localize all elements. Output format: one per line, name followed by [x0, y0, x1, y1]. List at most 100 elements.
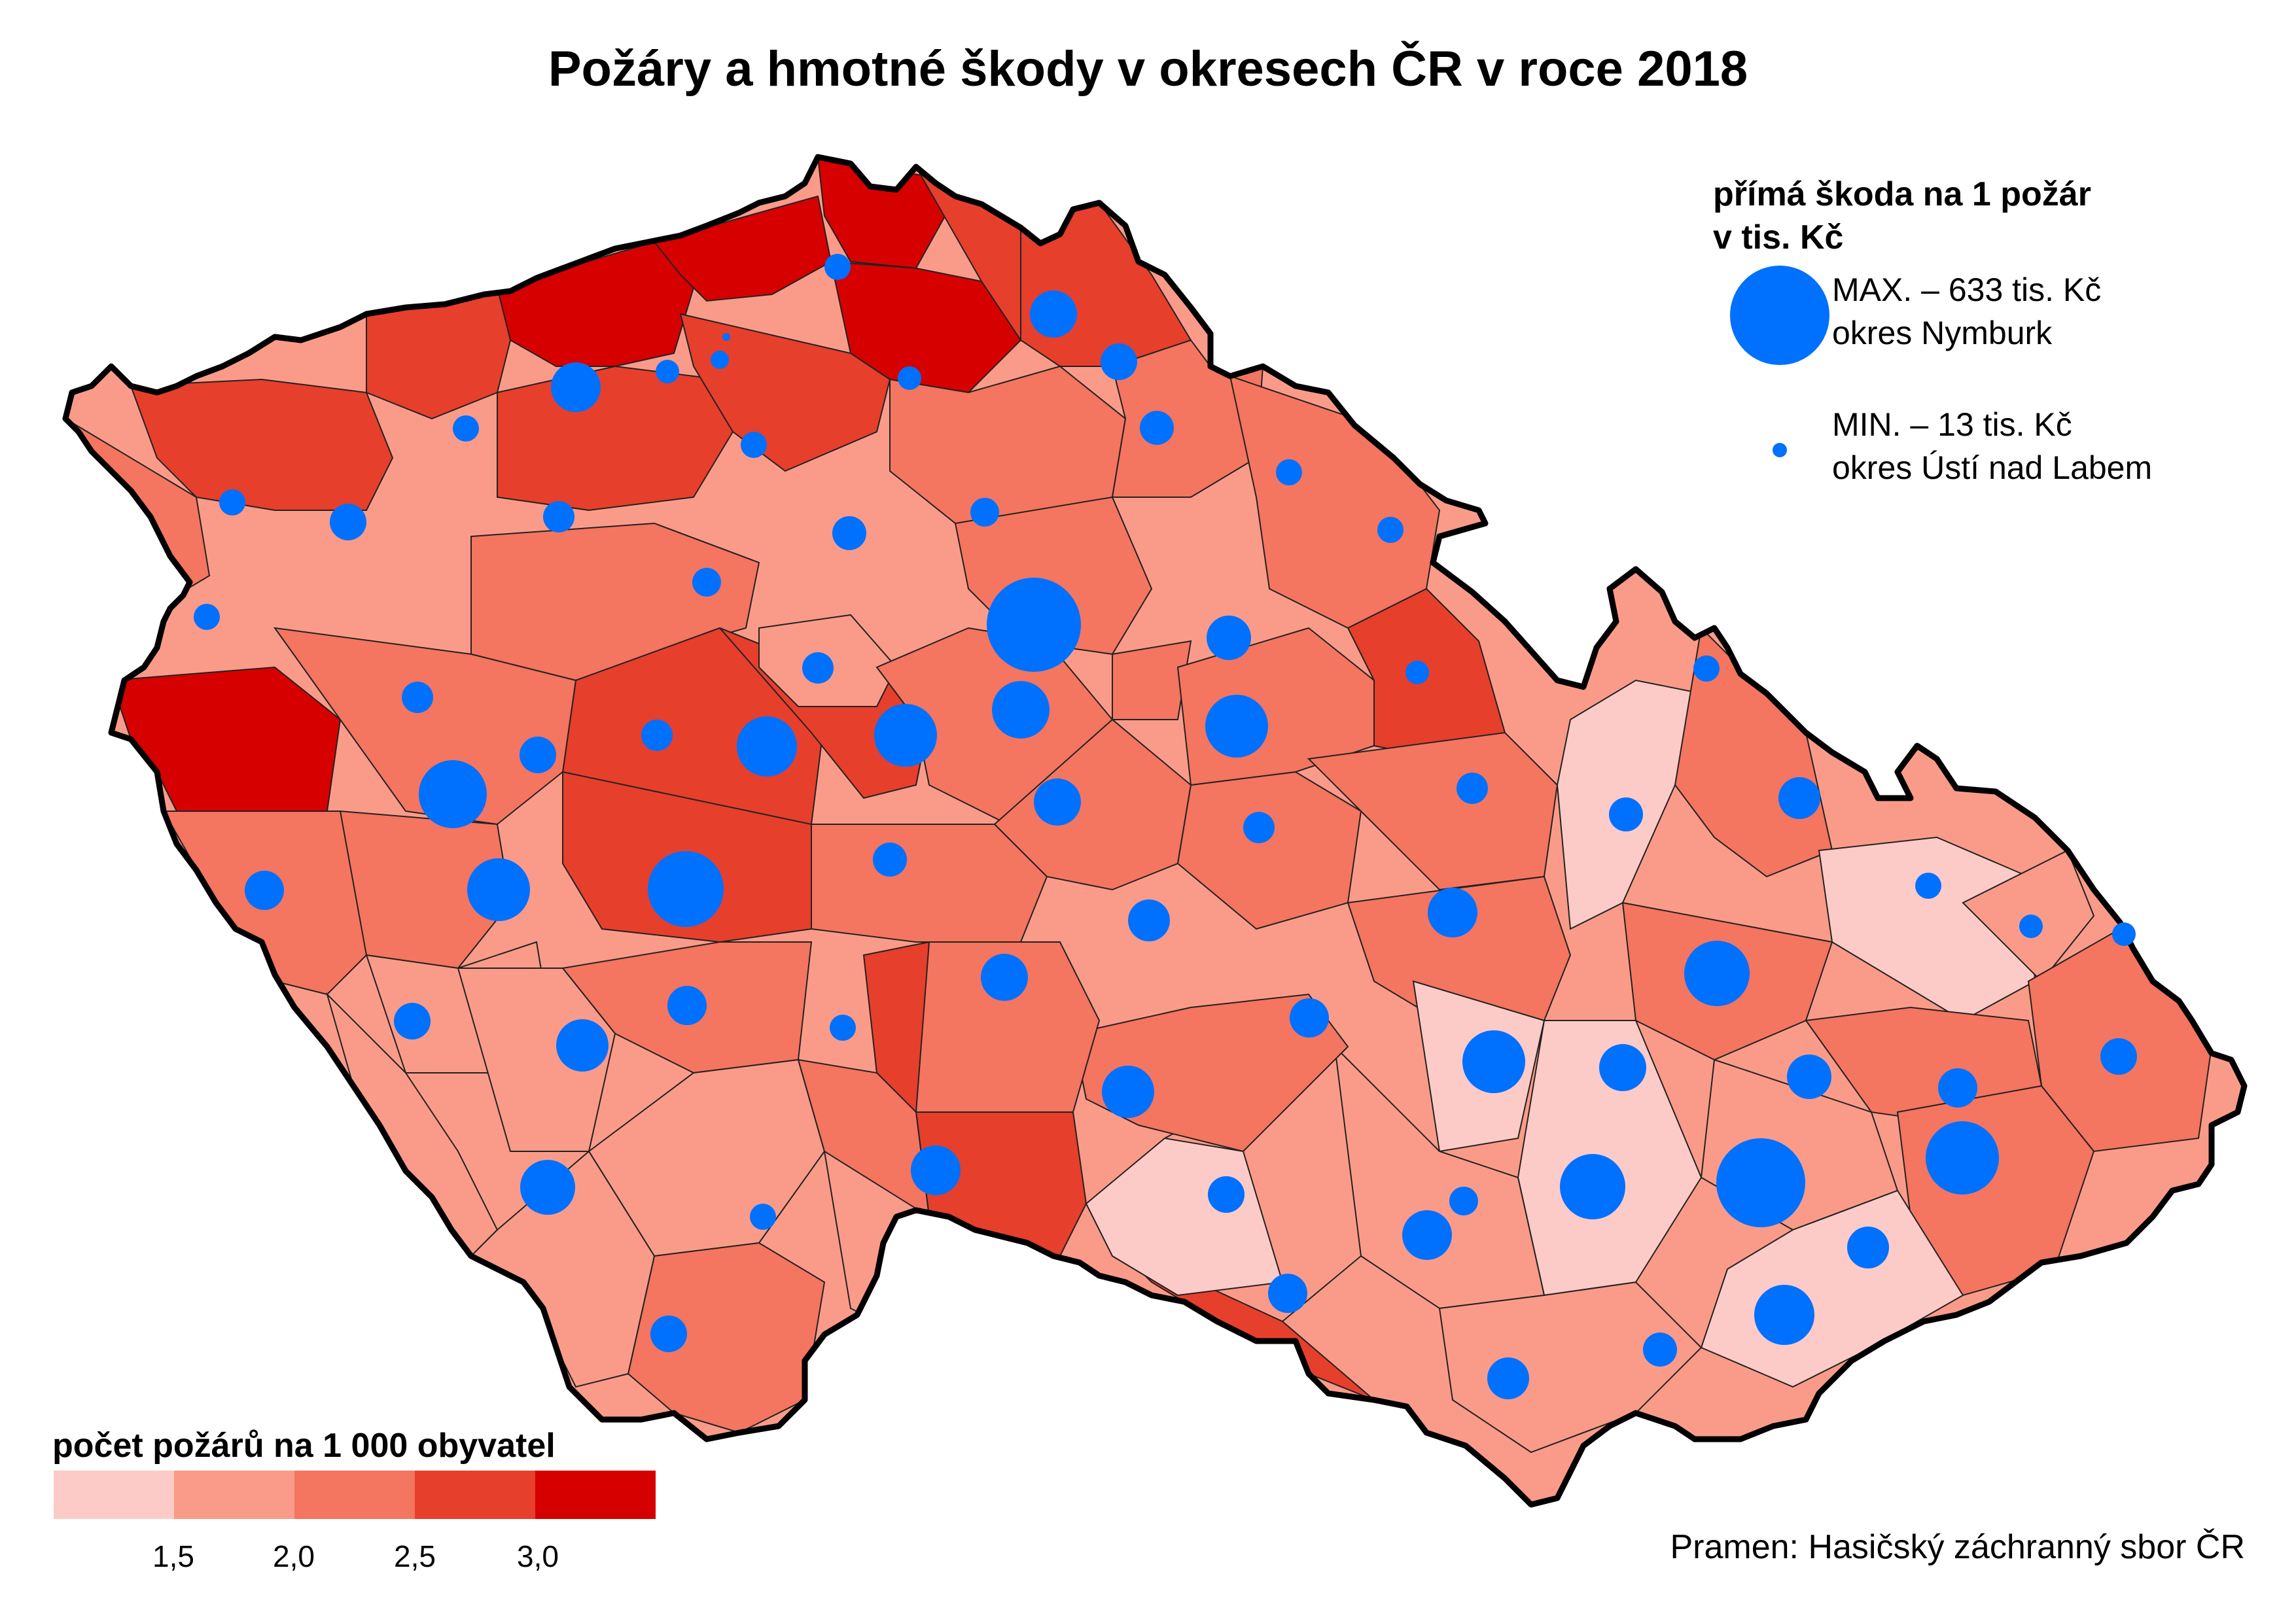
damage-symbol-3 — [722, 333, 730, 341]
size-legend-min-label: MIN. – 13 tis. Kč okres Ústí nad Labem — [1832, 403, 2152, 489]
damage-symbol-36 — [1778, 777, 1820, 819]
damage-symbol-70 — [1847, 1227, 1889, 1268]
damage-symbol-47 — [467, 858, 530, 921]
district-49 — [1438, 1281, 1703, 1454]
damage-symbol-7 — [741, 432, 767, 458]
damage-symbol-38 — [873, 843, 907, 877]
damage-symbol-64 — [911, 1145, 961, 1195]
damage-symbol-62 — [1716, 1138, 1805, 1227]
size-legend-symbols — [1730, 266, 1829, 457]
size-legend-min-line2: okres Ústí nad Labem — [1832, 449, 2153, 486]
damage-symbol-24 — [402, 682, 433, 713]
damage-symbol-45 — [245, 871, 284, 910]
damage-symbol-32 — [520, 737, 556, 773]
damage-symbol-34 — [1457, 773, 1488, 804]
damage-symbol-40 — [1915, 873, 1941, 899]
damage-symbol-20 — [987, 578, 1081, 672]
damage-symbol-13 — [1377, 517, 1404, 543]
damage-symbol-39 — [1243, 812, 1275, 843]
district-38 — [1818, 836, 2036, 1022]
damage-symbol-5 — [551, 362, 601, 412]
damage-symbol-29 — [641, 720, 673, 751]
damage-symbol-10 — [1101, 343, 1137, 380]
damage-symbol-26 — [992, 681, 1050, 739]
damage-symbol-68 — [750, 1204, 776, 1230]
size-legend-max-line2: okres Nymburk — [1832, 315, 2053, 351]
damage-symbol-48 — [1684, 941, 1750, 1006]
choropleth-class-3 — [294, 1471, 415, 1519]
choropleth-legend-bar — [54, 1471, 656, 1519]
size-legend-max-circle — [1730, 266, 1829, 365]
damage-symbol-21 — [1207, 616, 1251, 660]
damage-symbol-54 — [1938, 1068, 1977, 1108]
size-legend-max-line1: MAX. – 633 tis. Kč — [1832, 271, 2102, 308]
damage-symbol-30 — [737, 716, 797, 777]
damage-symbol-1 — [824, 254, 851, 280]
map-title: Požáry a hmotné škody v okresech ČR v ro… — [548, 41, 1748, 97]
damage-symbol-75 — [1487, 1357, 1529, 1399]
damage-symbol-46 — [648, 851, 724, 927]
damage-symbol-51 — [1462, 1030, 1525, 1093]
damage-symbol-55 — [2100, 1038, 2137, 1075]
choropleth-tick-4: 3,0 — [517, 1539, 559, 1573]
damage-symbol-53 — [1787, 1055, 1831, 1099]
district-10 — [679, 313, 891, 472]
damage-symbol-52 — [1599, 1044, 1646, 1091]
size-legend-title: přímá škoda na 1 požár v tis. Kč — [1713, 173, 2091, 259]
country-outline — [62, 154, 2248, 1508]
choropleth-class-1 — [54, 1471, 174, 1519]
choropleth-class-2 — [174, 1471, 294, 1519]
district-regions — [65, 157, 2244, 1505]
choropleth-tick-1: 1,5 — [152, 1539, 194, 1573]
damage-symbol-17 — [970, 498, 999, 527]
choropleth-legend-title: počet požárů na 1 000 obyvatel — [52, 1427, 556, 1465]
district-8 — [130, 378, 394, 511]
damage-symbol-18 — [832, 516, 866, 550]
district-23 — [273, 627, 577, 826]
district-9 — [497, 365, 734, 512]
damage-symbol-49 — [981, 954, 1028, 1001]
damage-symbol-43 — [2019, 915, 2043, 938]
damage-symbol-14 — [543, 501, 574, 532]
damage-symbol-23 — [194, 604, 220, 630]
damage-symbol-16 — [219, 489, 245, 515]
source-note: Pramen: Hasičský záchranný sbor ČR — [1670, 1528, 2245, 1566]
damage-symbol-56 — [1102, 1066, 1154, 1118]
damage-symbol-44 — [2112, 922, 2136, 946]
damage-symbol-11 — [1140, 411, 1174, 445]
damage-symbol-72 — [1754, 1285, 1814, 1345]
damage-symbol-37 — [419, 760, 487, 828]
damage-symbol-12 — [1276, 459, 1302, 485]
district-2 — [496, 241, 695, 367]
damage-symbol-6 — [453, 415, 479, 442]
damage-symbol-58 — [667, 986, 707, 1025]
damage-symbol-2 — [711, 351, 729, 369]
damage-symbol-65 — [1449, 1187, 1478, 1215]
damage-symbol-19 — [692, 568, 721, 597]
damage-symbol-60 — [394, 1003, 431, 1039]
damage-symbol-42 — [1128, 899, 1170, 941]
choropleth-class-4 — [415, 1471, 535, 1519]
damage-symbol-67 — [1402, 1210, 1452, 1260]
damage-symbol-69 — [520, 1160, 575, 1215]
damage-symbol-31 — [874, 704, 937, 767]
size-legend-max-label: MAX. – 633 tis. Kč okres Nymburk — [1832, 268, 2101, 355]
damage-symbol-57 — [556, 1019, 609, 1072]
damage-symbol-35 — [1609, 797, 1643, 831]
damage-symbol-33 — [1034, 778, 1081, 826]
choropleth-class-5 — [535, 1471, 656, 1519]
size-legend-min-circle — [1773, 443, 1787, 457]
damage-symbol-15 — [330, 504, 366, 540]
damage-symbol-9 — [1030, 290, 1077, 338]
size-legend-title-line1: přímá škoda na 1 požár — [1713, 175, 2091, 213]
district-21 — [1112, 640, 1192, 720]
damage-symbol-25 — [802, 652, 834, 684]
choropleth-tick-2: 2,0 — [273, 1539, 315, 1573]
damage-symbols — [194, 254, 2137, 1399]
size-legend-min-line1: MIN. – 13 tis. Kč — [1832, 406, 2072, 443]
damage-symbol-61 — [1560, 1154, 1625, 1219]
damage-symbol-66 — [1208, 1176, 1245, 1213]
district-3 — [653, 195, 832, 302]
damage-symbol-28 — [1693, 655, 1720, 682]
